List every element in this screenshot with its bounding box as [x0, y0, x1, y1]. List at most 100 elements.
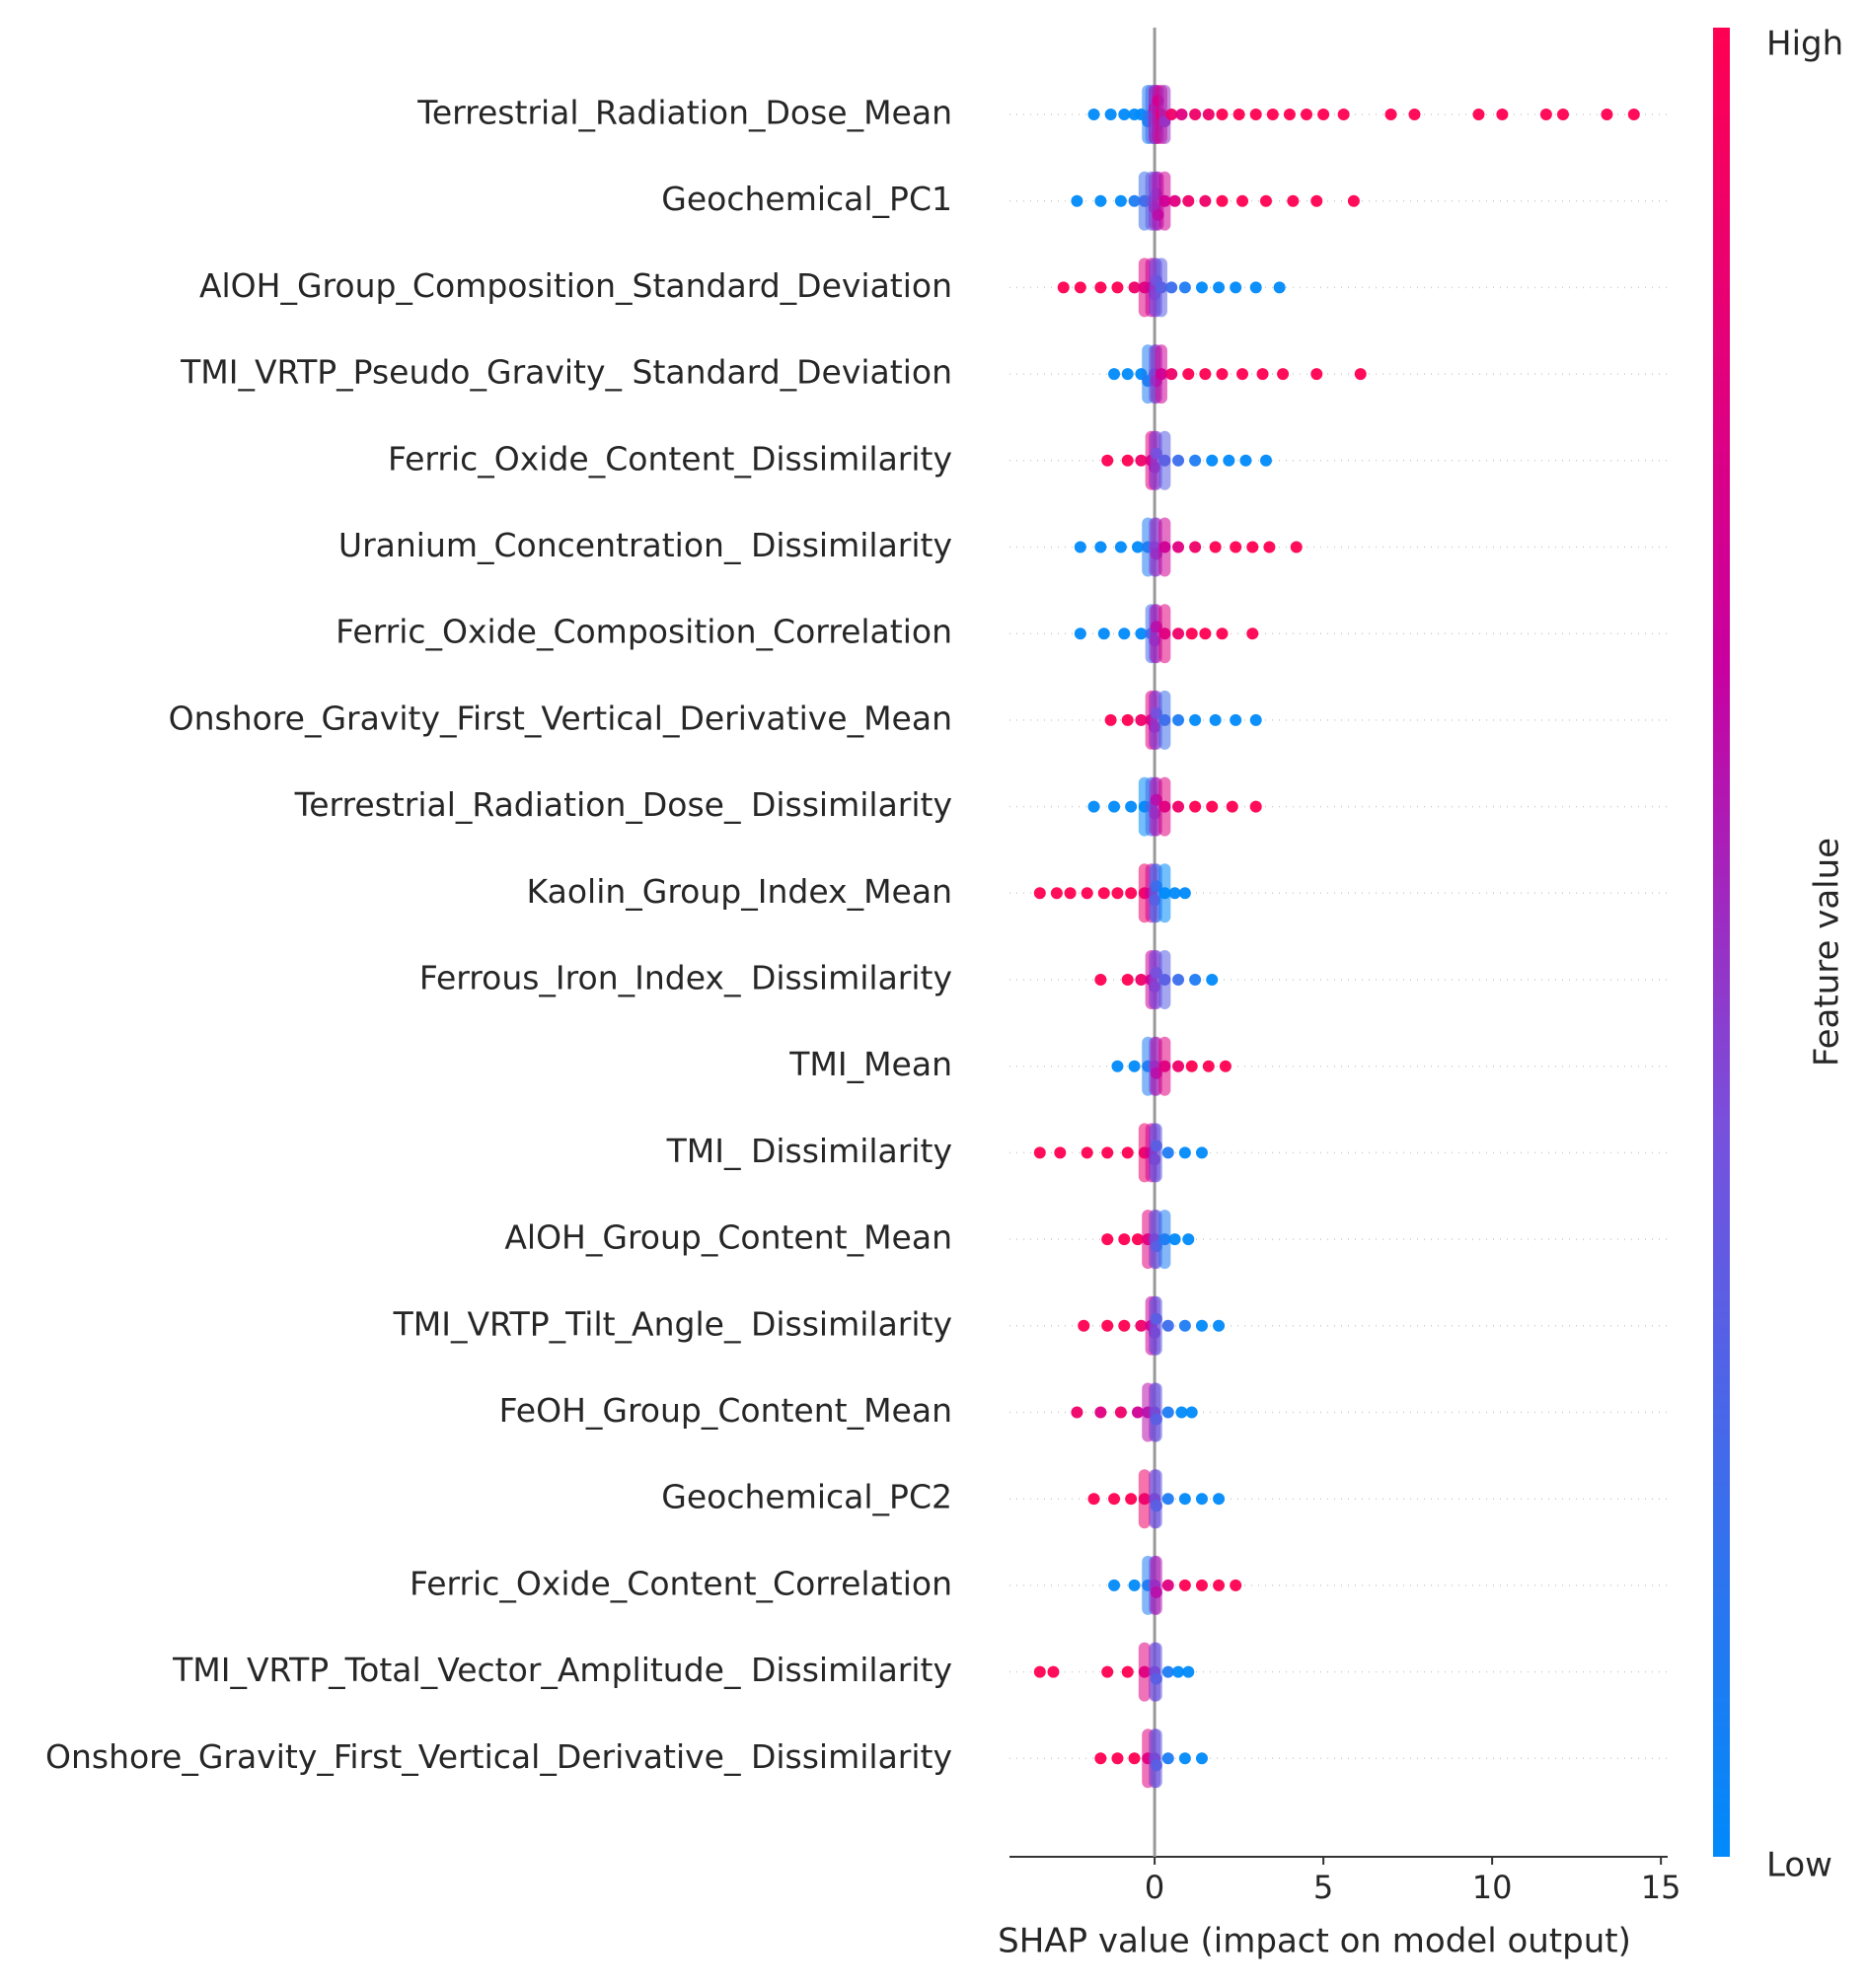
dot: [1213, 281, 1226, 294]
dot: [1114, 194, 1127, 207]
dot: [1189, 454, 1202, 467]
dot: [1216, 109, 1229, 120]
dot: [1094, 194, 1107, 207]
dot: [1064, 887, 1077, 900]
dot: [1249, 109, 1262, 120]
dot: [1556, 109, 1569, 120]
dot: [1108, 368, 1121, 381]
dot: [1101, 1319, 1114, 1332]
dot: [1074, 281, 1086, 294]
dot: [1101, 1233, 1114, 1246]
dot: [1165, 368, 1178, 381]
dot: [1182, 1233, 1195, 1246]
dot: [1182, 1665, 1195, 1678]
dot: [1168, 194, 1181, 207]
dot: [1131, 541, 1144, 553]
dot: [1101, 1146, 1114, 1159]
dot: [1071, 1406, 1083, 1419]
dot: [1246, 541, 1259, 553]
dense-core: [1158, 517, 1171, 577]
dot: [1087, 1493, 1100, 1506]
dot: [1125, 800, 1138, 813]
dot: [1178, 1493, 1191, 1506]
dense-core: [1158, 950, 1171, 1009]
feature-label: Onshore_Gravity_First_Vertical_Derivativ…: [45, 1737, 952, 1776]
dot: [1230, 1579, 1242, 1591]
dot: [1273, 281, 1286, 294]
dot: [1161, 1319, 1174, 1332]
dot: [1256, 368, 1269, 381]
dot: [1185, 1406, 1198, 1419]
dense-core: [1138, 1642, 1151, 1702]
dot: [1111, 1060, 1124, 1072]
dot: [1033, 887, 1046, 900]
dot: [1121, 1146, 1134, 1159]
dot: [1354, 368, 1367, 381]
dot: [1108, 1579, 1121, 1591]
dot: [1216, 194, 1229, 207]
feature-label: TMI_Mean: [788, 1045, 952, 1083]
dot: [1165, 109, 1178, 120]
dot: [1033, 1665, 1046, 1678]
dot: [1259, 194, 1272, 207]
dot: [1118, 1319, 1131, 1332]
dot: [1178, 887, 1191, 900]
dot: [1216, 627, 1229, 640]
dot: [1259, 454, 1272, 467]
dot: [1135, 627, 1148, 640]
dot: [1128, 281, 1141, 294]
dense-core: [1150, 1469, 1162, 1529]
dot: [1033, 1146, 1046, 1159]
dense-core: [1158, 776, 1171, 837]
dot: [1189, 974, 1202, 986]
dense-core: [1150, 1295, 1162, 1356]
feature-label: Uranium_Concentration_ Dissimilarity: [338, 526, 952, 564]
dot: [1135, 454, 1148, 467]
dot: [1135, 713, 1148, 726]
dot: [1283, 109, 1296, 120]
dot: [1230, 541, 1242, 553]
dot: [1213, 1319, 1226, 1332]
dot: [1185, 1060, 1198, 1072]
dense-core: [1150, 1555, 1162, 1615]
dense-core: [1158, 85, 1171, 144]
dense-core: [1158, 604, 1171, 664]
dot: [1627, 109, 1640, 120]
dot: [1223, 454, 1235, 467]
feature-label: Ferric_Oxide_Composition_Correlation: [336, 613, 952, 651]
dot: [1121, 368, 1134, 381]
colorbar-low: Low: [1766, 1846, 1832, 1885]
feature-label: Ferrous_Iron_Index_ Dissimilarity: [419, 959, 952, 997]
dot: [1219, 1060, 1232, 1072]
dot: [1172, 454, 1185, 467]
dot: [1472, 109, 1485, 120]
dot: [1182, 194, 1195, 207]
dot: [1249, 713, 1262, 726]
feature-label: TMI_ Dissimilarity: [666, 1132, 952, 1170]
dot: [1057, 281, 1070, 294]
dense-core: [1158, 171, 1171, 231]
dot: [1081, 1146, 1093, 1159]
dot: [1172, 974, 1185, 986]
feature-label: TMI_VRTP_Tilt_Angle_ Dissimilarity: [393, 1304, 952, 1343]
x-tick-label: 5: [1313, 1869, 1333, 1906]
dot: [1266, 109, 1279, 120]
dot: [1172, 1060, 1185, 1072]
dot: [1182, 368, 1195, 381]
dot: [1189, 109, 1202, 120]
dot: [1317, 109, 1330, 120]
feature-label: Ferric_Oxide_Content_Correlation: [410, 1564, 952, 1602]
dot: [1165, 281, 1178, 294]
dot: [1384, 109, 1397, 120]
dot: [1104, 109, 1117, 120]
dot: [1121, 713, 1134, 726]
dot: [1128, 194, 1141, 207]
dot: [1094, 281, 1107, 294]
dot: [1118, 109, 1131, 120]
dot: [1202, 109, 1215, 120]
dot: [1209, 541, 1222, 553]
dot: [1172, 713, 1185, 726]
dense-core: [1158, 430, 1171, 490]
